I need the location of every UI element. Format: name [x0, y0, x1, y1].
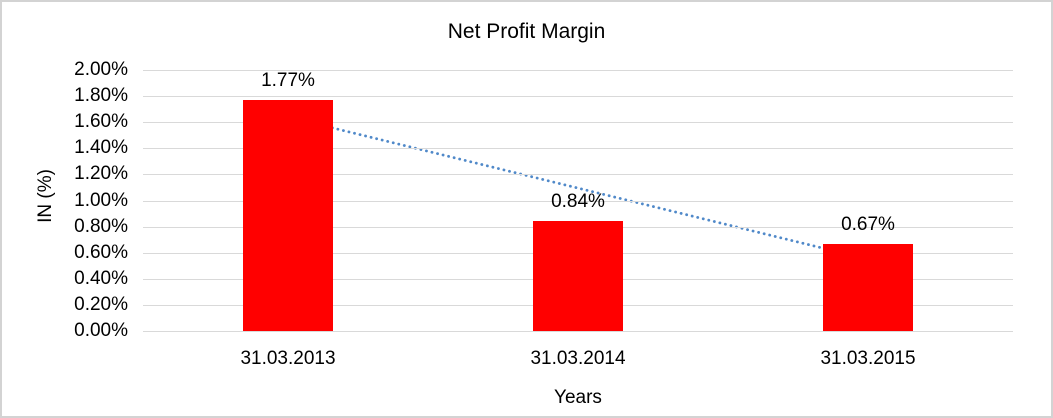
- gridline: [143, 148, 1013, 149]
- y-tick-label: 0.40%: [74, 268, 128, 289]
- x-axis-title: Years: [554, 387, 602, 408]
- y-tick-label: 0.80%: [74, 216, 128, 237]
- y-tick-label: 1.20%: [74, 163, 128, 184]
- y-tick-label: 1.80%: [74, 85, 128, 106]
- data-label: 1.77%: [261, 70, 315, 91]
- data-label: 0.67%: [841, 214, 895, 235]
- bar: [533, 221, 623, 331]
- bar: [823, 244, 913, 331]
- gridline: [143, 122, 1013, 123]
- y-tick-label: 0.60%: [74, 242, 128, 263]
- x-tick-label: 31.03.2013: [240, 348, 336, 369]
- data-label: 0.84%: [551, 191, 605, 212]
- y-tick-label: 1.40%: [74, 137, 128, 158]
- y-tick-label: 1.60%: [74, 111, 128, 132]
- chart-title: Net Profit Margin: [447, 20, 606, 43]
- gridline: [143, 70, 1013, 71]
- y-tick-label: 2.00%: [74, 59, 128, 80]
- x-tick-label: 31.03.2015: [820, 348, 916, 369]
- bar: [243, 100, 333, 331]
- gridline: [143, 331, 1013, 332]
- y-tick-label: 0.20%: [74, 294, 128, 315]
- gridline: [143, 174, 1013, 175]
- gridline: [143, 96, 1013, 97]
- y-tick-label: 0.00%: [74, 320, 128, 341]
- x-tick-label: 31.03.2014: [530, 348, 626, 369]
- gridline: [143, 201, 1013, 202]
- y-tick-label: 1.00%: [74, 190, 128, 211]
